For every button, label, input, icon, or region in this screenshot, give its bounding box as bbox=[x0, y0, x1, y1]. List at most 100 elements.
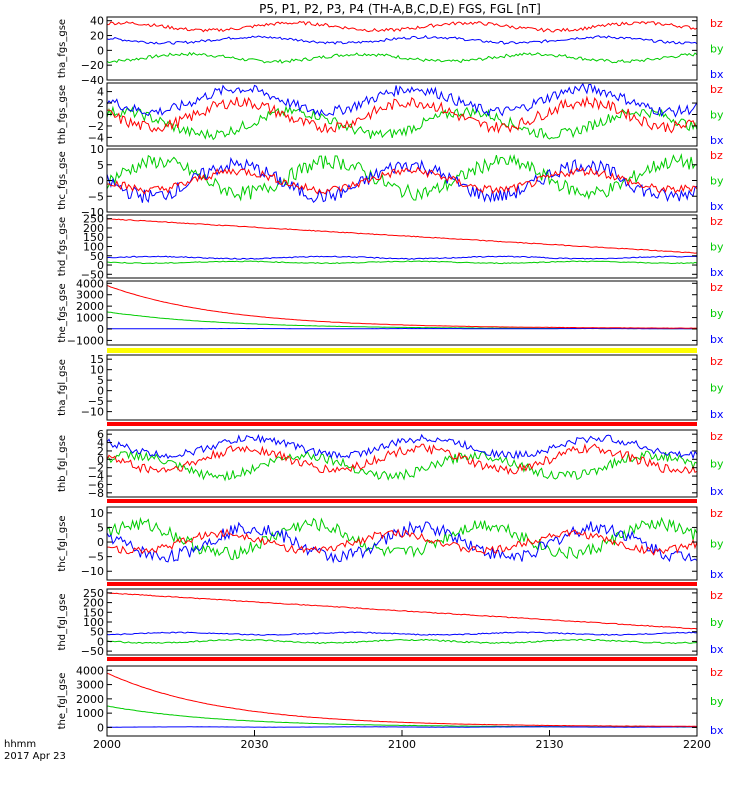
y-tick-label: 0 bbox=[97, 453, 104, 466]
legend-bx: bx bbox=[710, 485, 724, 498]
y-axis-label: the_fgs_gse bbox=[57, 283, 68, 342]
y-tick-label: 1000 bbox=[76, 707, 104, 720]
y-tick-label: 0 bbox=[97, 635, 104, 648]
y-tick-label: −5 bbox=[88, 395, 104, 408]
y-tick-label: −6 bbox=[88, 478, 104, 491]
legend-bx: bx bbox=[710, 408, 724, 421]
y-tick-label: 200 bbox=[83, 222, 104, 235]
series-by-line bbox=[106, 450, 698, 482]
y-tick-label: 40 bbox=[90, 15, 104, 28]
y-axis-label: tha_fgl_gse bbox=[57, 359, 68, 416]
series-by-line bbox=[106, 516, 698, 561]
legend-bz: bz bbox=[710, 589, 723, 602]
y-tick-label: 5 bbox=[97, 521, 104, 534]
y-tick-label: 2000 bbox=[76, 300, 104, 313]
legend-bx: bx bbox=[710, 724, 724, 737]
legend-by: by bbox=[710, 241, 724, 254]
y-tick-label: 150 bbox=[83, 606, 104, 619]
legend-bx: bx bbox=[710, 568, 724, 581]
legend-bx: bx bbox=[710, 643, 724, 656]
flag-bar-top bbox=[107, 348, 697, 353]
legend-by: by bbox=[710, 307, 724, 320]
panel-frame bbox=[106, 429, 698, 498]
legend-by: by bbox=[710, 175, 724, 188]
legend-bz: bz bbox=[710, 149, 723, 162]
flag-bar-bottom bbox=[107, 657, 697, 661]
y-tick-label: 2 bbox=[97, 445, 104, 458]
y-axis-label: thb_fgl_gse bbox=[57, 435, 68, 492]
panel-tha_fgs_gse: 40 200 −20 −40 tha_fgs_gse bz by bx bbox=[57, 15, 724, 87]
y-tick-label: −8 bbox=[88, 487, 104, 500]
y-tick-label: 250 bbox=[83, 213, 104, 226]
y-tick-label: −50 bbox=[81, 645, 104, 658]
flag-bar-bottom bbox=[107, 422, 697, 426]
series-bz-line bbox=[106, 218, 698, 254]
y-tick-label: 2000 bbox=[76, 693, 104, 706]
x-tick-label: 2030 bbox=[241, 738, 269, 751]
y-tick-label: 0 bbox=[97, 385, 104, 398]
x-tick-label: 2130 bbox=[536, 738, 564, 751]
series-bx-line bbox=[106, 255, 698, 260]
y-tick-label: 100 bbox=[83, 616, 104, 629]
series-by-line bbox=[106, 51, 698, 64]
legend-by: by bbox=[710, 538, 724, 551]
series-bz-line bbox=[106, 20, 698, 33]
y-tick-label: 2 bbox=[97, 97, 104, 110]
y-tick-label: 3000 bbox=[76, 679, 104, 692]
date-label: 2017 Apr 23 bbox=[4, 751, 66, 762]
panel-frame bbox=[106, 506, 698, 581]
y-tick-label: −10 bbox=[81, 206, 104, 219]
flag-bar-bottom bbox=[107, 582, 697, 586]
y-tick-label: 15 bbox=[90, 353, 104, 366]
y-tick-label: 3000 bbox=[76, 289, 104, 302]
y-axis-label: thb_fgs_gse bbox=[57, 85, 68, 144]
series-bz-line bbox=[106, 443, 698, 476]
panel-thb_fgs_gse: 420−2−4 thb_fgs_gse bz by bx bbox=[57, 82, 724, 147]
y-tick-label: 0 bbox=[97, 109, 104, 122]
y-axis-label: thd_fgs_gse bbox=[57, 217, 68, 276]
legend-by: by bbox=[710, 43, 724, 56]
series-bx-line bbox=[106, 34, 698, 45]
panel-thc_fgs_gse: 10 5 0 −5 −10 thc_fgs_gse bz by bx bbox=[57, 143, 724, 219]
y-tick-label: −1000 bbox=[67, 334, 104, 347]
legend-bx: bx bbox=[710, 134, 724, 147]
y-tick-label: −2 bbox=[88, 462, 104, 475]
legend-bx: bx bbox=[710, 200, 724, 213]
y-axis-label: tha_fgs_gse bbox=[57, 19, 68, 78]
y-axis-label: thd_fgl_gse bbox=[57, 594, 68, 651]
legend-bz: bz bbox=[710, 17, 723, 30]
y-tick-label: −2 bbox=[88, 120, 104, 133]
panel-frame bbox=[106, 354, 698, 421]
y-tick-label: 150 bbox=[83, 231, 104, 244]
series-bx-line bbox=[106, 433, 698, 460]
y-tick-label: −40 bbox=[81, 74, 104, 87]
panel-frame bbox=[106, 280, 698, 346]
y-axis-label: the_fgl_gse bbox=[57, 673, 68, 730]
legend-bz: bz bbox=[710, 507, 723, 520]
y-tick-label: 10 bbox=[90, 507, 104, 520]
legend-by: by bbox=[710, 382, 724, 395]
y-tick-label: 50 bbox=[90, 250, 104, 263]
y-tick-label: −5 bbox=[88, 551, 104, 564]
x-tick-label: 2000 bbox=[93, 738, 121, 751]
series-bz-line bbox=[106, 592, 698, 630]
y-tick-label: 5 bbox=[97, 159, 104, 172]
y-tick-label: 100 bbox=[83, 241, 104, 254]
legend-bx: bx bbox=[710, 333, 724, 346]
legend-bx: bx bbox=[710, 68, 724, 81]
y-tick-label: −5 bbox=[88, 190, 104, 203]
y-tick-label: 4000 bbox=[76, 664, 104, 677]
legend-bz: bz bbox=[710, 430, 723, 443]
legend-bz: bz bbox=[710, 83, 723, 96]
legend-by: by bbox=[710, 616, 724, 629]
y-tick-label: 250 bbox=[83, 587, 104, 600]
series-by-line bbox=[106, 638, 698, 645]
series-by-line bbox=[106, 311, 698, 330]
